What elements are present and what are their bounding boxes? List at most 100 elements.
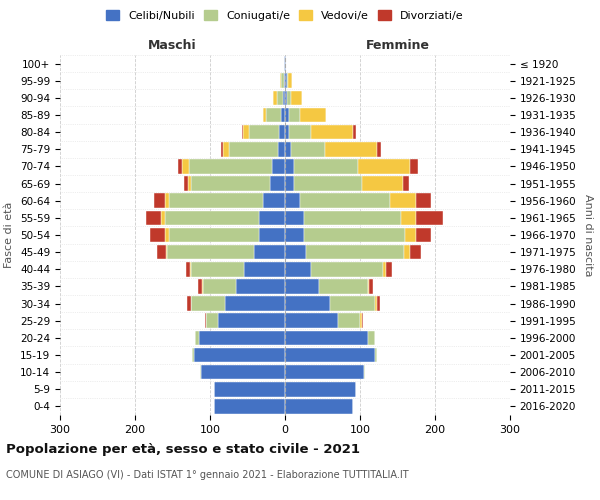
Bar — [214, 382, 285, 396]
Bar — [285, 159, 294, 174]
Bar — [281, 108, 285, 122]
Bar — [377, 296, 380, 311]
Bar — [285, 142, 291, 156]
Text: COMUNE DI ASIAGO (VI) - Dati ISTAT 1° gennaio 2021 - Elaborazione TUTTITALIA.IT: COMUNE DI ASIAGO (VI) - Dati ISTAT 1° ge… — [6, 470, 409, 480]
Bar — [291, 90, 302, 105]
Bar — [190, 262, 191, 276]
Bar — [201, 365, 285, 380]
Bar — [306, 245, 404, 260]
Bar — [223, 142, 229, 156]
Bar — [285, 296, 330, 311]
Bar — [285, 314, 337, 328]
Bar — [280, 74, 281, 88]
Bar — [229, 142, 277, 156]
Bar — [195, 330, 199, 345]
Bar — [416, 194, 431, 208]
Bar — [198, 279, 202, 293]
Bar — [364, 365, 365, 380]
Bar — [285, 330, 367, 345]
Bar — [271, 159, 285, 174]
Bar — [285, 210, 304, 225]
Bar — [285, 228, 304, 242]
Bar — [369, 279, 373, 293]
Bar — [304, 228, 405, 242]
Bar — [386, 262, 392, 276]
Bar — [405, 228, 416, 242]
Bar — [165, 210, 259, 225]
Bar — [285, 245, 306, 260]
Bar — [330, 296, 375, 311]
Bar — [367, 279, 369, 293]
Bar — [291, 142, 325, 156]
Bar — [161, 210, 165, 225]
Bar — [236, 279, 285, 293]
Bar — [203, 279, 236, 293]
Bar — [182, 159, 189, 174]
Bar — [206, 314, 218, 328]
Bar — [281, 74, 284, 88]
Bar — [191, 262, 244, 276]
Bar — [410, 159, 418, 174]
Bar — [416, 210, 443, 225]
Legend: Celibi/Nubili, Coniugati/e, Vedovi/e, Divorziati/e: Celibi/Nubili, Coniugati/e, Vedovi/e, Di… — [103, 6, 467, 24]
Bar — [202, 279, 203, 293]
Bar — [259, 210, 285, 225]
Bar — [401, 210, 416, 225]
Bar — [285, 176, 294, 191]
Bar — [283, 90, 285, 105]
Bar — [289, 125, 311, 140]
Bar — [200, 365, 201, 380]
Bar — [325, 142, 377, 156]
Bar — [165, 194, 169, 208]
Bar — [319, 279, 367, 293]
Bar — [218, 314, 285, 328]
Bar — [311, 262, 383, 276]
Bar — [166, 245, 167, 260]
Bar — [311, 125, 353, 140]
Bar — [285, 194, 300, 208]
Bar — [154, 194, 165, 208]
Bar — [289, 108, 300, 122]
Bar — [294, 176, 361, 191]
Bar — [409, 245, 421, 260]
Bar — [285, 399, 353, 413]
Bar — [205, 314, 206, 328]
Bar — [304, 210, 401, 225]
Bar — [259, 228, 285, 242]
Bar — [404, 245, 409, 260]
Bar — [244, 262, 285, 276]
Bar — [273, 90, 277, 105]
Bar — [285, 365, 364, 380]
Bar — [287, 90, 291, 105]
Bar — [285, 56, 286, 71]
Bar — [243, 125, 249, 140]
Bar — [214, 399, 285, 413]
Bar — [377, 142, 381, 156]
Bar — [288, 74, 292, 88]
Bar — [284, 56, 285, 71]
Bar — [390, 194, 416, 208]
Bar — [167, 245, 254, 260]
Bar — [285, 125, 289, 140]
Bar — [375, 296, 377, 311]
Bar — [225, 296, 285, 311]
Bar — [367, 330, 375, 345]
Bar — [285, 382, 356, 396]
Bar — [279, 125, 285, 140]
Bar — [360, 314, 361, 328]
Bar — [249, 125, 279, 140]
Text: Maschi: Maschi — [148, 38, 197, 52]
Bar — [285, 262, 311, 276]
Bar — [403, 176, 409, 191]
Bar — [358, 159, 410, 174]
Bar — [284, 74, 285, 88]
Bar — [221, 142, 223, 156]
Bar — [361, 176, 403, 191]
Bar — [361, 314, 363, 328]
Bar — [337, 314, 360, 328]
Text: Femmine: Femmine — [365, 38, 430, 52]
Bar — [285, 348, 375, 362]
Bar — [300, 108, 326, 122]
Y-axis label: Anni di nascita: Anni di nascita — [583, 194, 593, 276]
Bar — [375, 348, 377, 362]
